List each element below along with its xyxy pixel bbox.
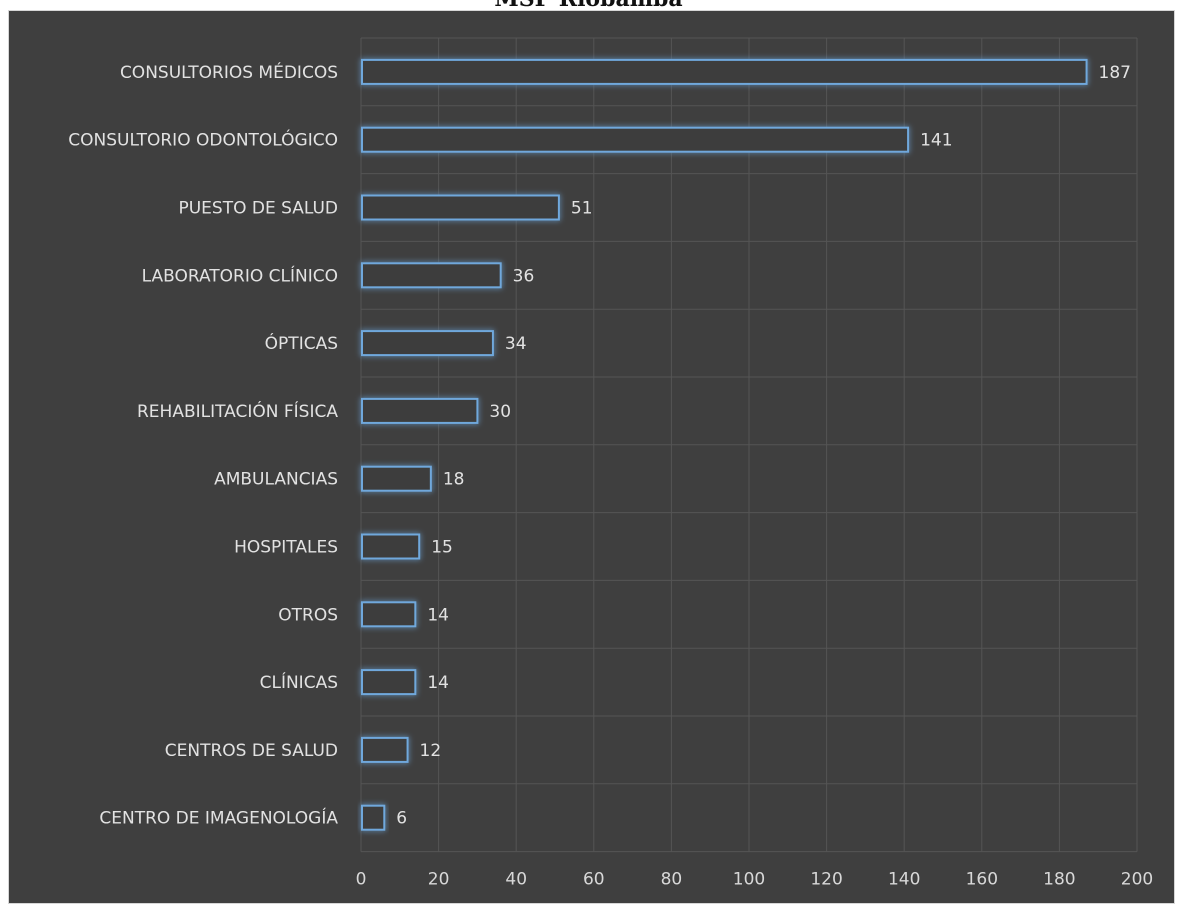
bar xyxy=(361,330,494,357)
category-label: REHABILITACIÓN FÍSICA xyxy=(137,400,338,422)
x-tick-label: 140 xyxy=(888,870,920,890)
category-label: HOSPITALES xyxy=(234,538,338,558)
data-label: 30 xyxy=(489,402,511,422)
data-label: 15 xyxy=(431,538,453,558)
bar xyxy=(361,126,910,153)
x-tick-label: 60 xyxy=(583,870,605,890)
x-tick-label: 200 xyxy=(1121,870,1153,890)
data-label: 12 xyxy=(420,741,442,761)
data-label: 6 xyxy=(396,809,407,829)
data-label: 51 xyxy=(571,199,593,219)
x-tick-label: 160 xyxy=(966,870,998,890)
bar xyxy=(361,601,417,628)
x-tick-label: 0 xyxy=(356,870,367,890)
gridlines xyxy=(360,37,1138,853)
data-label: 36 xyxy=(513,266,535,286)
bar xyxy=(361,58,1088,85)
bars xyxy=(361,58,1088,831)
data-label: 14 xyxy=(427,605,449,625)
category-label: PUESTO DE SALUD xyxy=(178,199,338,219)
x-tick-label: 120 xyxy=(810,870,842,890)
category-label: CONSULTORIOS MÉDICOS xyxy=(120,61,338,83)
category-label: AMBULANCIAS xyxy=(214,470,338,490)
bar xyxy=(361,397,479,424)
bar xyxy=(361,804,386,831)
category-label: LABORATORIO CLÍNICO xyxy=(142,264,338,286)
chart-title: MSP Riobamba xyxy=(0,0,1177,12)
bar xyxy=(361,194,560,221)
x-tick-label: 100 xyxy=(733,870,765,890)
category-label: OTROS xyxy=(278,605,338,625)
data-label: 141 xyxy=(920,131,952,151)
data-label: 187 xyxy=(1099,63,1131,83)
category-label: CLÍNICAS xyxy=(260,671,338,693)
x-tick-label: 180 xyxy=(1043,870,1075,890)
bar xyxy=(361,533,421,560)
data-label: 34 xyxy=(505,334,527,354)
bar xyxy=(361,465,432,492)
bar xyxy=(361,262,502,289)
x-tick-label: 20 xyxy=(428,870,450,890)
chart-area xyxy=(8,10,1175,904)
x-tick-label: 80 xyxy=(661,870,683,890)
data-label: 14 xyxy=(427,673,449,693)
category-label: CENTRO DE IMAGENOLOGÍA xyxy=(99,807,338,829)
category-label: CONSULTORIO ODONTOLÓGICO xyxy=(68,129,338,151)
bar xyxy=(361,736,409,763)
bar xyxy=(361,669,417,696)
category-labels: CONSULTORIOS MÉDICOS CONSULTORIO ODONTOLÓ… xyxy=(68,61,338,829)
x-axis-tick-labels: 0 20 40 60 80 100 120 140 160 180 200 xyxy=(356,870,1154,890)
x-tick-label: 40 xyxy=(505,870,527,890)
data-label: 18 xyxy=(443,470,465,490)
category-label: ÓPTICAS xyxy=(265,332,338,354)
category-label: CENTROS DE SALUD xyxy=(165,741,338,761)
value-labels: 187 141 51 36 34 30 18 15 14 14 12 6 xyxy=(396,63,1131,829)
